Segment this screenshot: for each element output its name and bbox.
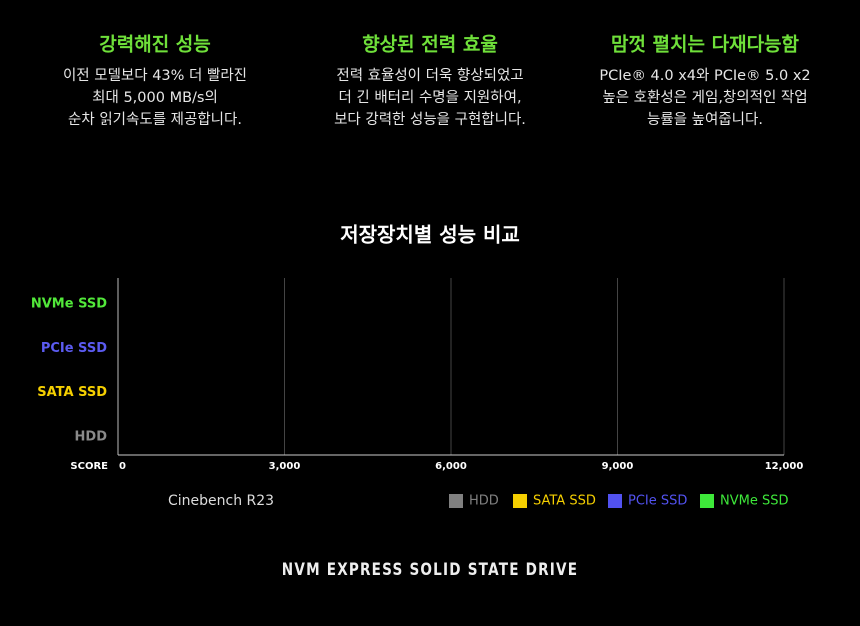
feature-title: 맘껏 펼치는 다재다능함 <box>611 34 800 56</box>
legend-swatch <box>513 494 527 508</box>
feature-title: 강력해진 성능 <box>99 34 211 56</box>
x-tick-label: 0 <box>119 461 126 472</box>
footer: NVM EXPRESS SOLID STATE DRIVE <box>282 560 578 580</box>
y-tick-label: SATA SSD <box>37 385 107 400</box>
feature-text: 순차 읽기속도를 제공합니다. <box>68 111 242 128</box>
legend-swatch <box>449 494 463 508</box>
feature-text: 능률을 높여줍니다. <box>647 111 763 128</box>
feature-text: 높은 호환성은 게임,창의적인 작업 <box>602 89 807 106</box>
feature-text: 전력 효율성이 더욱 향상되었고 <box>336 67 523 84</box>
legend-swatch <box>608 494 622 508</box>
feature-text: 이전 모델보다 43% 더 빨라진 <box>63 67 247 84</box>
feature-title: 향상된 전력 효율 <box>362 34 498 56</box>
x-tick-label: 12,000 <box>765 461 804 472</box>
legend-label: HDD <box>469 494 499 509</box>
legend-label: NVMe SSD <box>720 494 788 509</box>
y-tick-label: HDD <box>75 429 108 444</box>
feature-text: PCIe® 4.0 x4와 PCIe® 5.0 x2 <box>599 67 810 84</box>
legend-swatch <box>700 494 714 508</box>
x-tick-label: 9,000 <box>602 461 634 472</box>
x-tick-label: 6,000 <box>435 461 467 472</box>
y-tick-label: NVMe SSD <box>31 297 107 312</box>
chart-note: Cinebench R23 <box>168 493 274 509</box>
legend-label: PCIe SSD <box>628 494 687 509</box>
legend-label: SATA SSD <box>533 494 596 509</box>
x-tick-label: 3,000 <box>269 461 301 472</box>
feature-text: 최대 5,000 MB/s의 <box>92 89 218 106</box>
feature-text: 보다 강력한 성능을 구현합니다. <box>334 111 526 128</box>
x-axis-label: SCORE <box>70 461 108 472</box>
y-tick-label: PCIe SSD <box>41 341 107 356</box>
feature-text: 더 긴 배터리 수명을 지원하여, <box>338 89 521 106</box>
chart-title: 저장장치별 성능 비교 <box>340 223 520 247</box>
